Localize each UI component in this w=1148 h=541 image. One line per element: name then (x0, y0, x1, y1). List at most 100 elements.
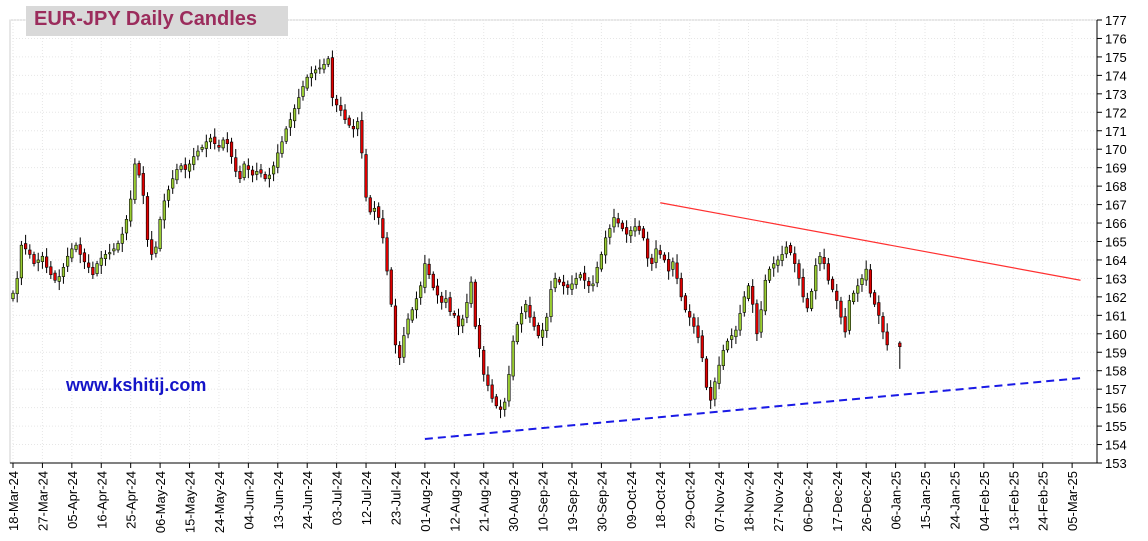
candle-body (444, 298, 448, 303)
candle-body (473, 281, 477, 327)
candle-body (490, 384, 494, 399)
candle-body (406, 318, 410, 335)
candle-body (566, 284, 570, 288)
watermark-link[interactable]: www.kshitij.com (66, 375, 207, 395)
candle-body (61, 267, 66, 277)
y-tick-label: 167 (1105, 198, 1127, 213)
x-tick-label: 12-Jul-24 (359, 471, 374, 525)
x-tick-label: 05-Mar-25 (1065, 471, 1080, 531)
candle-body (877, 302, 881, 316)
candle-body (885, 331, 889, 346)
candle-body (364, 154, 368, 198)
candle-body (263, 174, 267, 180)
candle-body (259, 169, 263, 174)
candle-body (448, 297, 452, 312)
candle-body (301, 86, 305, 97)
candle-body (427, 263, 431, 276)
candle-body (49, 266, 53, 276)
candle-body (616, 218, 620, 224)
x-tick-label: 18-Nov-24 (742, 471, 757, 532)
y-tick-label: 154 (1105, 438, 1127, 453)
candle-body (654, 248, 658, 263)
y-tick-label: 177 (1105, 13, 1127, 28)
candle-body (746, 285, 751, 299)
candle-body (784, 246, 788, 255)
candle-body (305, 76, 309, 89)
x-tick-label: 27-Nov-24 (771, 471, 786, 532)
candle-body (549, 289, 553, 317)
y-tick-label: 176 (1105, 31, 1127, 46)
candle-body (776, 259, 780, 266)
candle-body (612, 217, 616, 228)
candle-body (759, 309, 763, 333)
candle-body (477, 325, 482, 349)
candle-body (851, 292, 856, 302)
y-tick-label: 153 (1105, 456, 1127, 471)
x-tick-label: 04-Feb-25 (977, 471, 992, 531)
x-tick-label: 19-Sep-24 (565, 471, 580, 532)
candle-body (595, 267, 599, 284)
x-tick-label: 13-Jun-24 (271, 471, 286, 530)
candle-body (570, 283, 574, 290)
x-tick-label: 15-Jan-25 (918, 471, 933, 530)
candle-body (45, 256, 49, 268)
candle-body (561, 281, 566, 287)
candle-body (217, 145, 221, 148)
candle-body (730, 335, 734, 340)
candle-body (696, 325, 700, 338)
x-tick-label: 26-Dec-24 (859, 471, 874, 532)
candle-body (431, 273, 435, 288)
candle-body (755, 303, 759, 335)
x-tick-label: 21-Aug-24 (477, 471, 492, 532)
candle-body (629, 230, 633, 237)
candle-body (398, 345, 402, 359)
candle-body (872, 292, 877, 305)
candle-body (717, 364, 721, 384)
candle-body (482, 349, 486, 375)
candle-body (36, 259, 40, 263)
candle-body (604, 237, 608, 256)
candle-body (154, 246, 158, 254)
candle-body (137, 163, 141, 176)
x-tick-label: 24-Feb-25 (1036, 471, 1051, 531)
candle-body (625, 227, 629, 235)
candle-body (688, 311, 692, 318)
candle-body (276, 152, 280, 168)
candle-body (620, 222, 625, 229)
candle-body (326, 58, 330, 65)
candle-body (856, 285, 860, 294)
candle-body (74, 244, 78, 250)
x-tick-label: 03-Jul-24 (330, 471, 345, 525)
candle-body (830, 278, 835, 290)
y-tick-label: 166 (1105, 216, 1127, 231)
candle-body (213, 136, 217, 144)
candle-body (116, 243, 120, 251)
candle-body (713, 381, 717, 400)
x-tick-label: 30-Sep-24 (594, 471, 609, 532)
y-tick-label: 172 (1105, 105, 1127, 120)
candle-body (582, 272, 587, 281)
x-tick-label: 06-May-24 (153, 471, 168, 533)
y-tick-label: 169 (1105, 161, 1127, 176)
x-tick-label: 07-Nov-24 (712, 471, 727, 532)
candle-body (805, 298, 809, 309)
y-tick-label: 164 (1105, 253, 1127, 268)
candle-body (150, 239, 154, 255)
trendlines (424, 202, 1081, 440)
candle-body (574, 278, 578, 285)
chart-title: EUR-JPY Daily Candles (34, 8, 258, 30)
y-tick-label: 174 (1105, 68, 1127, 83)
candle-body (221, 139, 225, 149)
x-tick-label: 24-May-24 (212, 471, 227, 533)
candle-body (818, 255, 822, 265)
y-tick-label: 156 (1105, 401, 1127, 416)
candle-body (271, 165, 276, 175)
y-tick-label: 158 (1105, 364, 1127, 379)
candle-body (515, 324, 519, 343)
candle-body (742, 296, 746, 313)
candle-body (814, 265, 818, 292)
candle-body (351, 126, 356, 130)
y-tick-label: 170 (1105, 142, 1127, 157)
x-tick-label: 24-Jan-25 (947, 471, 962, 530)
candle-body (801, 277, 805, 298)
